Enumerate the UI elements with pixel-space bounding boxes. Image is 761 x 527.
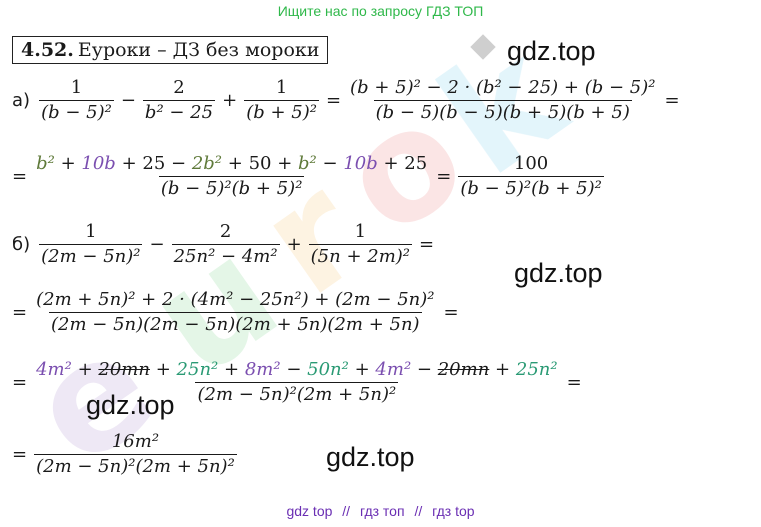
- fraction: 1 (5n + 2m)²: [308, 221, 413, 267]
- fraction: 2 25n² − 4m²: [171, 221, 280, 267]
- solution-b-line-4: = 16m² (2m − 5n)²(2m + 5n)²: [12, 431, 237, 477]
- task-title: Еуроки – ДЗ без мороки: [77, 39, 320, 61]
- fraction: (b + 5)² − 2 · (b² − 25) + (b − 5)² (b − …: [350, 77, 656, 123]
- footer-link-2[interactable]: гдз топ: [359, 503, 405, 519]
- task-header: 4.52. Еуроки – ДЗ без мороки: [12, 36, 329, 64]
- part-b-label: б): [12, 234, 31, 255]
- footer-link-1[interactable]: gdz top: [286, 503, 333, 519]
- fraction: 1 (b + 5)²: [244, 77, 319, 123]
- fraction: b² + 10b + 25 − 2b² + 50 + b² − 10b + 25…: [36, 153, 428, 199]
- part-a-label: а): [12, 90, 31, 111]
- fraction: 1 (b − 5)²: [39, 77, 114, 123]
- fraction: 2 b² − 25: [142, 77, 216, 123]
- solution-a-line-2: = b² + 10b + 25 − 2b² + 50 + b² − 10b + …: [12, 153, 604, 199]
- fraction: 16m² (2m − 5n)²(2m + 5n)²: [34, 431, 237, 477]
- watermark-gdz-top: gdz.top: [86, 390, 175, 420]
- task-number: 4.52.: [21, 39, 74, 61]
- fraction: 4m² + 20mn + 25n² + 8m² − 50n² + 4m² − 2…: [36, 359, 558, 405]
- solution-b-line-3: = 4m² + 20mn + 25n² + 8m² − 50n² + 4m² −…: [12, 359, 582, 405]
- watermark-gdz-top: gdz.top: [326, 442, 415, 472]
- footer-link-3[interactable]: гдз top: [432, 503, 475, 519]
- watermark-gdz-top: gdz.top: [507, 36, 596, 66]
- fraction: (2m + 5n)² + 2 · (4m² − 25n²) + (2m − 5n…: [36, 289, 435, 335]
- solution-b-line-2: = (2m + 5n)² + 2 · (4m² − 25n²) + (2m − …: [12, 289, 459, 335]
- watermark-gdz-top: gdz.top: [514, 258, 603, 288]
- fraction: 1 (2m − 5n)²: [39, 221, 143, 267]
- fraction: 100 (b − 5)²(b + 5)²: [458, 153, 604, 199]
- solution-a-line-1: а) 1 (b − 5)² − 2 b² − 25 + 1 (b + 5)² = (b…: [12, 77, 680, 123]
- footer-links: gdz top // гдз топ // гдз top: [286, 503, 475, 519]
- search-banner[interactable]: Ищите нас по запросу ГДЗ ТОП: [277, 3, 484, 19]
- solution-b-line-1: б) 1 (2m − 5n)² − 2 25n² − 4m² + 1 (5n + 2m…: [12, 221, 435, 267]
